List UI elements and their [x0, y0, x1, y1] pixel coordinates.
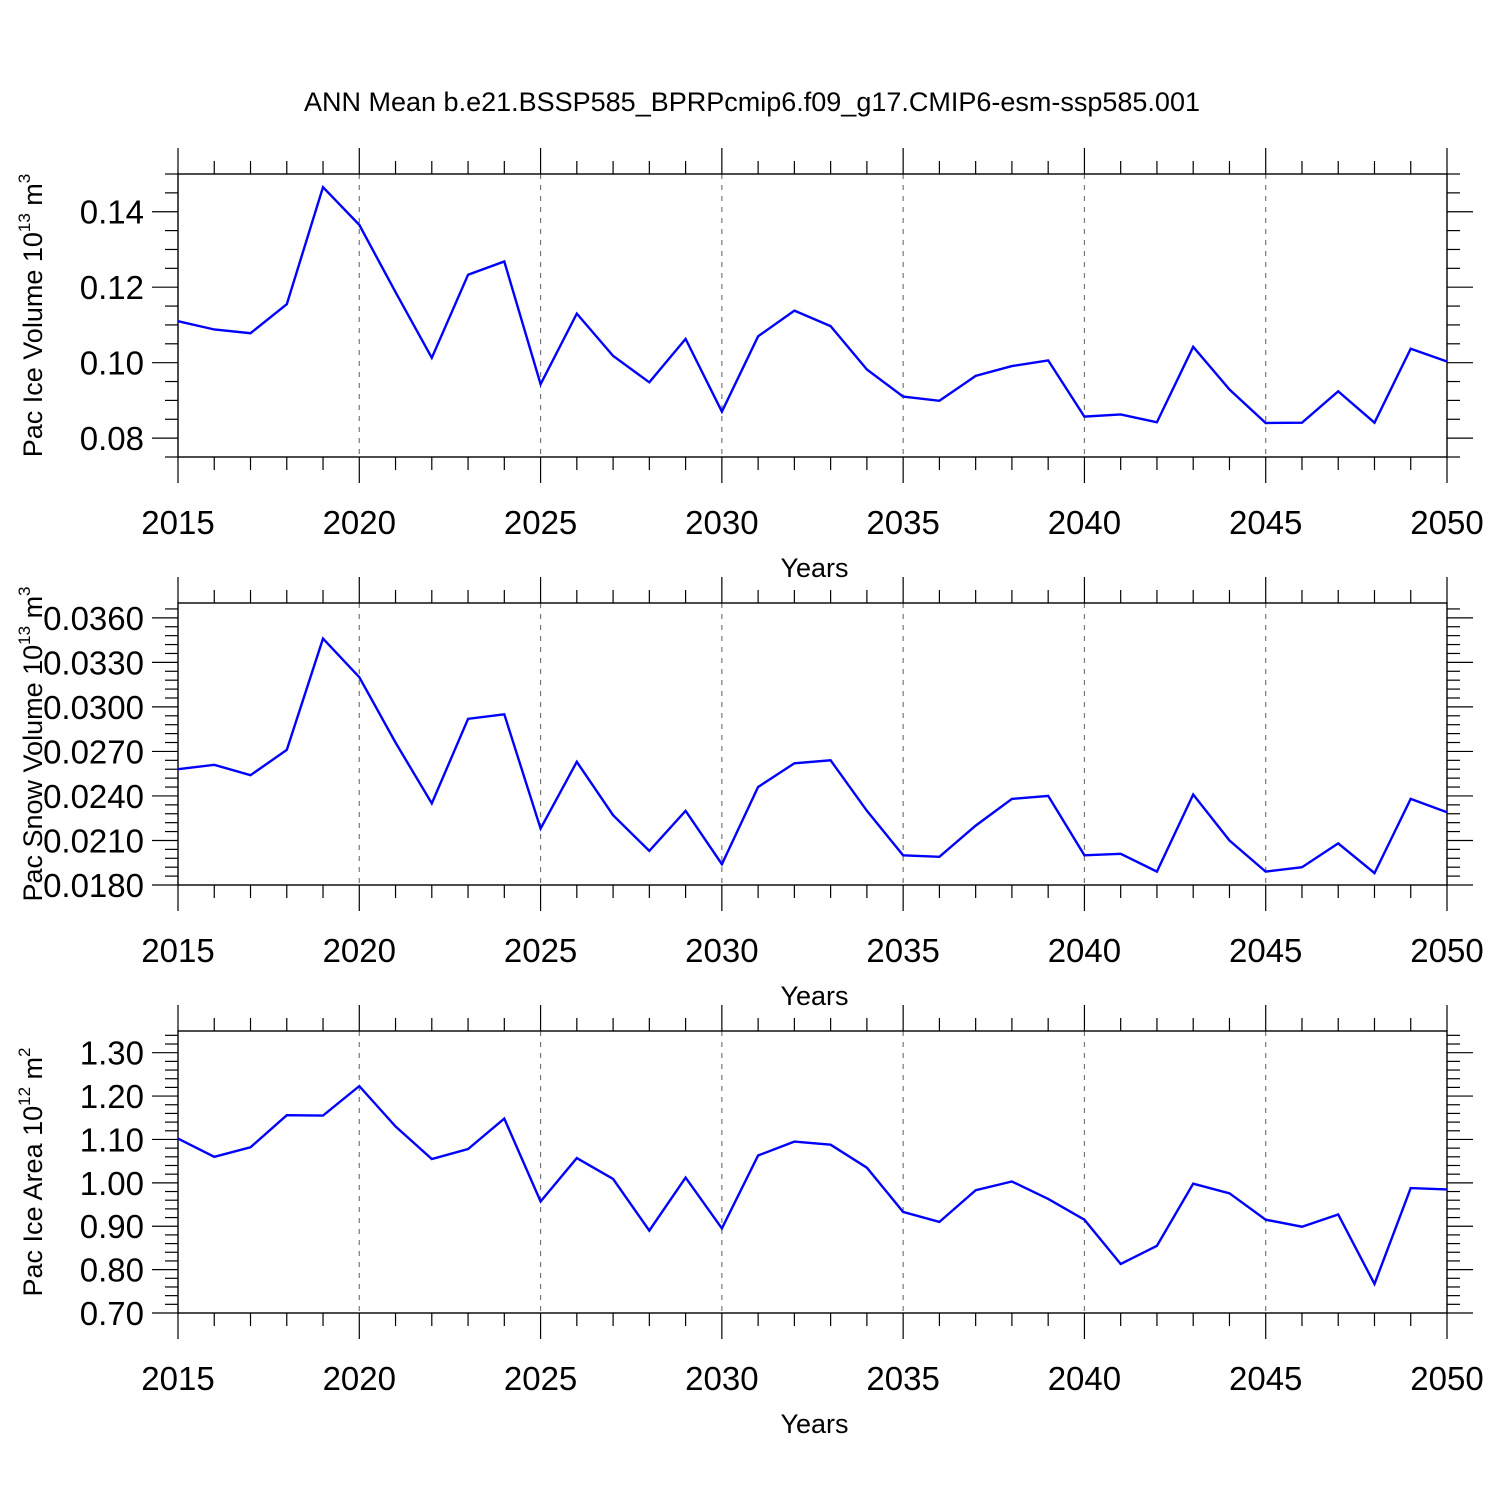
- y-tick-label: 1.10: [80, 1121, 144, 1158]
- y-axis-label-unit-exponent: 3: [15, 174, 34, 183]
- y-tick-label: 0.12: [80, 269, 144, 306]
- y-axis-label-unit: m: [18, 596, 48, 626]
- y-axis-label: Pac Ice Volume 1013 m3: [15, 174, 48, 458]
- y-tick-label: 0.0180: [43, 867, 144, 904]
- x-tick-label: 2045: [1229, 932, 1302, 969]
- series-line: [177, 1084, 1448, 1287]
- x-tick-label: 2035: [866, 932, 939, 969]
- y-tick-label: 1.30: [80, 1035, 144, 1072]
- y-axis-label-unit: m: [18, 1057, 48, 1087]
- x-tick-label: 2025: [504, 932, 577, 969]
- x-tick-label: 2050: [1410, 932, 1483, 969]
- x-tick-label: 2040: [1048, 504, 1121, 541]
- x-tick-label: 2050: [1410, 504, 1483, 541]
- plot-frame: [177, 602, 1448, 886]
- x-tick-label: 2030: [685, 504, 758, 541]
- y-tick-label: 0.0300: [43, 689, 144, 726]
- x-tick-label: 2020: [323, 932, 396, 969]
- x-tick-label: 2045: [1229, 1360, 1302, 1397]
- y-axis-label: Pac Ice Area 1012 m2: [15, 1047, 48, 1296]
- x-tick-label: 2015: [141, 1360, 214, 1397]
- y-tick-label: 0.08: [80, 420, 144, 457]
- y-axis-label-main: Pac Ice Volume 10: [18, 232, 48, 457]
- y-tick-label: 1.20: [80, 1078, 144, 1115]
- x-tick-label: 2025: [504, 504, 577, 541]
- y-axis-label-unit-exponent: 2: [15, 1047, 34, 1056]
- panel-1: 2015 2020 2025 2030 2035 2040 2045 2050 Years 0.0…: [15, 148, 1484, 583]
- y-tick-label: 0.90: [80, 1208, 144, 1245]
- x-tick-label: 2015: [141, 504, 214, 541]
- x-tick-label: 2030: [685, 932, 758, 969]
- y-tick-label: 0.0240: [43, 778, 144, 815]
- y-axis-label-main: Pac Ice Area 10: [18, 1106, 48, 1297]
- x-tick-label: 2035: [866, 1360, 939, 1397]
- y-axis-label-exponent: 13: [15, 213, 34, 232]
- series-line: [177, 184, 1448, 425]
- y-tick-label: 0.0360: [43, 600, 144, 637]
- y-tick-label: 0.80: [80, 1252, 144, 1289]
- y-tick-label: 0.0330: [43, 644, 144, 681]
- y-tick-label: 1.00: [80, 1165, 144, 1202]
- panels: 2015 2020 2025 2030 2035 2040 2045 2050 Years 0.0…: [15, 148, 1484, 1439]
- x-axis-label: Years: [780, 1409, 848, 1439]
- x-tick-label: 2020: [323, 504, 396, 541]
- y-axis-label: Pac Snow Volume 1013 m3: [15, 586, 48, 901]
- series-line: [177, 636, 1448, 875]
- y-tick-label: 0.14: [80, 194, 144, 231]
- panel-2: 2015 2020 2025 2030 2035 2040 2045 2050 Years 0.0…: [15, 577, 1484, 1011]
- x-tick-label: 2020: [323, 1360, 396, 1397]
- x-tick-label: 2040: [1048, 932, 1121, 969]
- y-axis-label-unit: m: [18, 183, 48, 213]
- x-tick-label: 2050: [1410, 1360, 1483, 1397]
- x-axis-label: Years: [780, 981, 848, 1011]
- y-axis-label-main: Pac Snow Volume 10: [18, 645, 48, 902]
- y-axis-label-exponent: 13: [15, 626, 34, 645]
- x-tick-label: 2015: [141, 932, 214, 969]
- y-tick-label: 0.0270: [43, 733, 144, 770]
- x-tick-label: 2030: [685, 1360, 758, 1397]
- panel-3: 2015 2020 2025 2030 2035 2040 2045 2050 Years 0.7…: [15, 1005, 1484, 1439]
- figure-title: ANN Mean b.e21.BSSP585_BPRPcmip6.f09_g17…: [304, 87, 1200, 117]
- y-tick-label: 0.0210: [43, 822, 144, 859]
- y-tick-label: 0.70: [80, 1295, 144, 1332]
- y-axis-label-unit-exponent: 3: [15, 586, 34, 595]
- x-axis-label: Years: [780, 553, 848, 583]
- y-axis-label-exponent: 12: [15, 1087, 34, 1106]
- x-tick-label: 2040: [1048, 1360, 1121, 1397]
- x-tick-label: 2045: [1229, 504, 1302, 541]
- x-tick-label: 2035: [866, 504, 939, 541]
- x-tick-label: 2025: [504, 1360, 577, 1397]
- plot-frame: [177, 1030, 1448, 1314]
- plot-frame: [177, 173, 1448, 458]
- y-tick-label: 0.10: [80, 345, 144, 382]
